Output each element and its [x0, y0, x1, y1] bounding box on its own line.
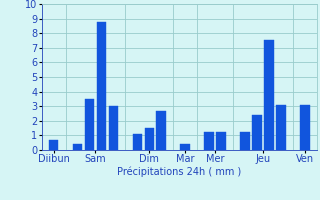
Bar: [49, 140, 58, 150]
Bar: [252, 115, 262, 150]
Bar: [73, 144, 82, 150]
Bar: [156, 111, 166, 150]
Bar: [108, 106, 118, 150]
Bar: [300, 105, 310, 150]
Bar: [240, 132, 250, 150]
Bar: [132, 134, 142, 150]
Bar: [216, 132, 226, 150]
Bar: [180, 144, 190, 150]
Bar: [204, 132, 214, 150]
X-axis label: Précipitations 24h ( mm ): Précipitations 24h ( mm ): [117, 167, 241, 177]
Bar: [264, 40, 274, 150]
Bar: [276, 105, 286, 150]
Bar: [145, 128, 154, 150]
Bar: [97, 22, 106, 150]
Bar: [85, 99, 94, 150]
